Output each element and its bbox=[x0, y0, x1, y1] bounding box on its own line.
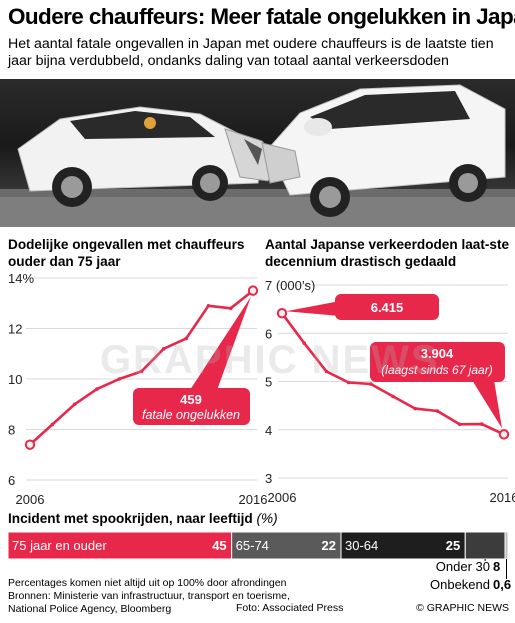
data-point bbox=[228, 306, 233, 311]
callout-value: 6.415 bbox=[371, 300, 404, 315]
callout-pointer bbox=[472, 380, 502, 429]
bar-chart-title-text: Incident met spookrijden, naar leeftijd bbox=[8, 511, 253, 526]
data-point bbox=[391, 394, 395, 399]
callout-value: 459 bbox=[180, 392, 202, 407]
bar-segment bbox=[7, 531, 233, 560]
bar-segment bbox=[340, 531, 466, 560]
y-tick-label: 5 bbox=[265, 375, 272, 390]
start-point-marker bbox=[24, 439, 36, 450]
brand-credit: © GRAPHIC NEWS bbox=[416, 602, 509, 614]
stacked-bar-chart: 75 jaar en ouder 45 65-74 22 30-64 25 Onder 30… bbox=[7, 531, 511, 592]
x-tick-label: 2016 bbox=[490, 490, 515, 505]
y-tick-label: 10 bbox=[8, 372, 22, 387]
data-point bbox=[413, 406, 418, 411]
bar-value-label: 25 bbox=[446, 538, 460, 553]
bar-category-label: 65-74 bbox=[236, 538, 269, 553]
crash-test-photo bbox=[0, 79, 515, 227]
end-point-marker bbox=[247, 285, 259, 296]
y-tick-label: 12 bbox=[8, 322, 22, 337]
bar-value-label: 45 bbox=[212, 538, 226, 553]
photo-credit: Foto: Associated Press bbox=[236, 602, 344, 614]
bar-value-label: 8 bbox=[493, 559, 500, 574]
x-tick-label: 2006 bbox=[268, 490, 297, 505]
data-point bbox=[435, 409, 440, 413]
data-point bbox=[72, 402, 77, 407]
callout-pointer bbox=[188, 296, 251, 393]
data-point bbox=[95, 387, 99, 391]
callout-box bbox=[133, 388, 250, 425]
right-chart-title: Aantal Japanse verkeerdoden laat-ste dec… bbox=[265, 237, 510, 269]
left-chart-title: Dodelijke ongevallen met chauffeurs oude… bbox=[8, 237, 245, 269]
bar-category-label: Onbekend bbox=[430, 577, 490, 592]
data-point bbox=[206, 303, 211, 308]
data-point bbox=[369, 382, 373, 386]
callout-box bbox=[335, 294, 439, 320]
bar-category-label: 30-64 bbox=[345, 538, 378, 553]
data-point bbox=[117, 377, 121, 381]
data-point bbox=[184, 336, 188, 341]
y-tick-label: 7 (000’s) bbox=[265, 278, 315, 293]
callout-label: fatale ongelukken bbox=[142, 408, 240, 422]
start-point-marker bbox=[276, 308, 288, 319]
callout-label: (laagst sinds 67 jaar) bbox=[381, 363, 492, 377]
data-point bbox=[50, 422, 55, 427]
y-tick-label: 8 bbox=[8, 423, 15, 438]
x-tick-label: 2016 bbox=[239, 492, 268, 507]
callout-pointer bbox=[286, 301, 340, 316]
data-point bbox=[139, 369, 144, 374]
data-point bbox=[480, 422, 484, 426]
callout-box bbox=[370, 342, 505, 382]
bar-chart-unit: (%) bbox=[256, 511, 278, 526]
data-point bbox=[346, 380, 351, 385]
data-point bbox=[302, 341, 307, 345]
page-title: Oudere chauffeurs: Meer fatale ongelukke… bbox=[8, 4, 515, 29]
data-point bbox=[457, 422, 462, 427]
bar-value-label: 22 bbox=[322, 538, 336, 553]
data-point bbox=[324, 369, 329, 374]
y-tick-label: 3 bbox=[265, 471, 272, 486]
y-tick-label: 14% bbox=[8, 271, 34, 286]
bar-category-label: Onder 30 bbox=[436, 559, 490, 574]
bar-value-label: 0,6 bbox=[493, 577, 511, 592]
callout-value: 3.904 bbox=[421, 346, 454, 361]
bar-category-label: 75 jaar en ouder bbox=[12, 538, 107, 553]
page-subtitle: Het aantal fatale ongevallen in Japan me… bbox=[8, 36, 494, 69]
sources: Bronnen: Ministerie van infrastructuur, … bbox=[8, 590, 290, 615]
y-tick-label: 6 bbox=[265, 326, 272, 341]
bar-segment bbox=[464, 531, 506, 560]
bar-chart-title: Incident met spookrijden, naar leeftijd … bbox=[8, 511, 278, 526]
right-line-chart: 3 4 5 6 7 (000’s) 2006 2016 6.415 3.904 (laagst s… bbox=[265, 278, 515, 505]
footnote: Percentages komen niet altijd uit op 100… bbox=[8, 577, 287, 589]
x-tick-label: 2006 bbox=[16, 492, 45, 507]
end-point-marker bbox=[498, 429, 510, 440]
y-tick-label: 4 bbox=[265, 423, 272, 438]
crash-photo-illustration bbox=[0, 84, 515, 227]
data-point bbox=[162, 346, 166, 351]
bar-segment bbox=[504, 531, 509, 560]
y-tick-label: 6 bbox=[8, 473, 15, 488]
